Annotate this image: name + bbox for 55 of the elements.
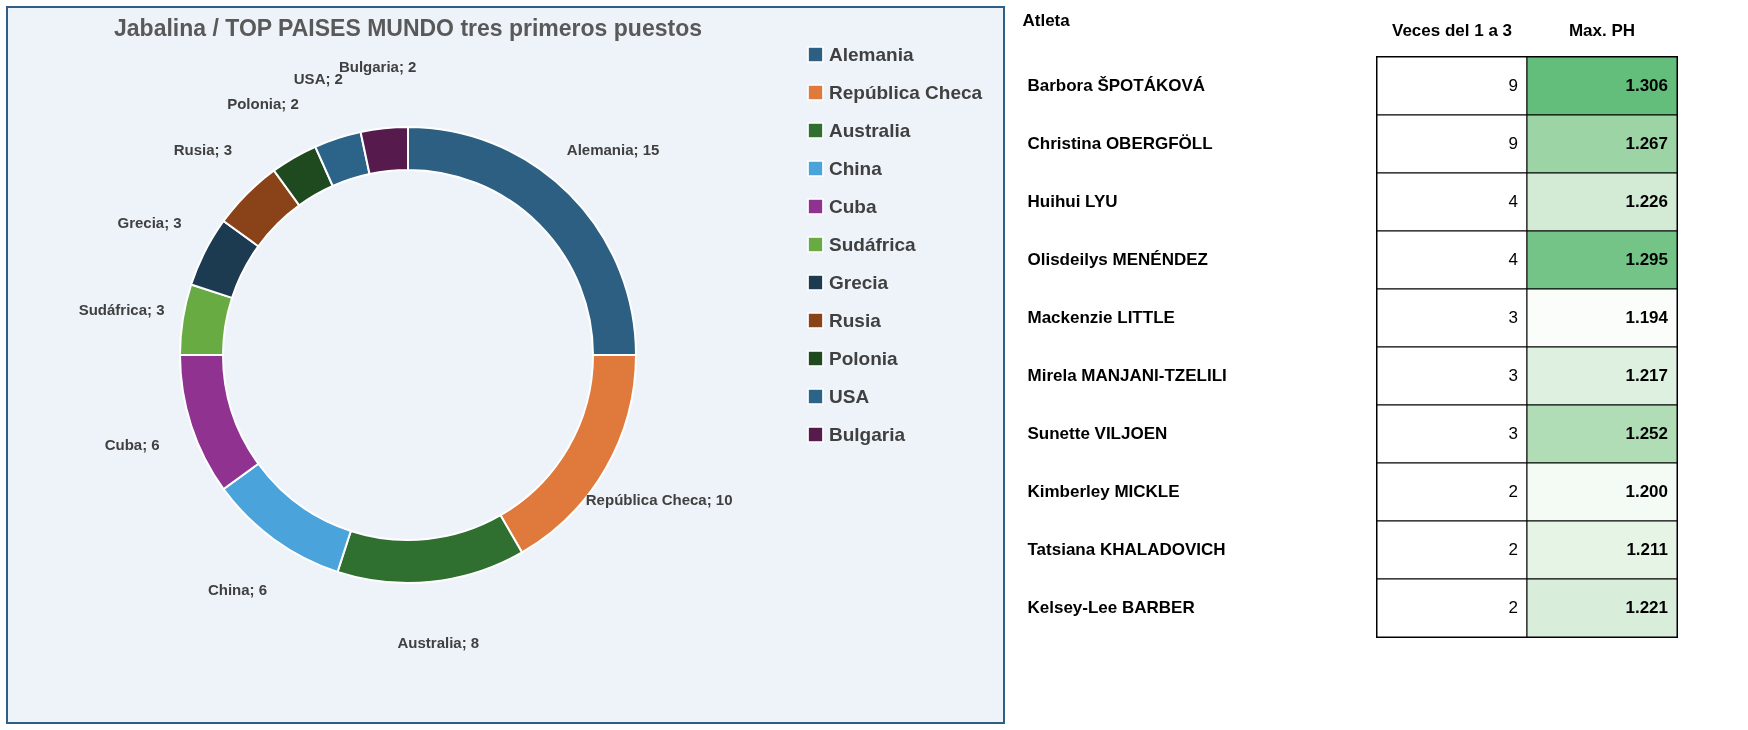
x-tick-label: Max. PH xyxy=(1568,20,1636,40)
legend-label: Bulgaria xyxy=(829,423,906,445)
y-tick-label: Sunette VILJOEN xyxy=(1027,424,1168,443)
data-label: 4 xyxy=(1508,250,1518,269)
data-label: Rusia; 3 xyxy=(173,140,233,158)
y-tick-label: Tatsiana KHALADOVICH xyxy=(1027,540,1226,559)
data-label: China; 6 xyxy=(207,580,268,598)
y-tick-label: Huihui LYU xyxy=(1027,192,1118,211)
legend-label: República Checa xyxy=(829,81,983,103)
data-label: 3 xyxy=(1508,308,1518,327)
data-label: 3 xyxy=(1508,366,1518,385)
data-label: 2 xyxy=(1508,598,1518,617)
y-axis-title: Atleta xyxy=(1022,10,1071,30)
data-label: 1.221 xyxy=(1625,598,1668,617)
data-label: 9 xyxy=(1508,76,1518,95)
legend-label: Grecia xyxy=(829,271,889,293)
data-label: 1.226 xyxy=(1625,192,1668,211)
data-label: 1.217 xyxy=(1625,366,1668,385)
y-tick-label: Barbora ŠPOTÁKOVÁ xyxy=(1027,76,1206,95)
y-tick-label: Kelsey-Lee BARBER xyxy=(1027,598,1195,617)
data-label: 2 xyxy=(1508,540,1518,559)
legend-label: Rusia xyxy=(829,309,882,331)
legend-label: USA xyxy=(829,385,870,407)
x-tick-label: Veces del 1 a 3 xyxy=(1391,20,1513,40)
data-label: Bulgaria; 2 xyxy=(338,57,417,75)
y-tick-label: Mirela MANJANI-TZELILI xyxy=(1027,366,1227,385)
data-label: 3 xyxy=(1508,424,1518,443)
data-label: 9 xyxy=(1508,134,1518,153)
data-label: Cuba; 6 xyxy=(104,435,160,453)
data-label: Australia; 8 xyxy=(397,634,480,652)
data-label: 4 xyxy=(1508,192,1518,211)
data-label: 1.194 xyxy=(1625,308,1669,327)
data-label: 1.200 xyxy=(1625,482,1668,501)
y-tick-label: Mackenzie LITTLE xyxy=(1027,308,1175,327)
legend-label: Cuba xyxy=(829,195,877,217)
y-tick-label: Christina OBERGFÖLL xyxy=(1027,134,1213,153)
data-label: República Checa; 10 xyxy=(585,491,733,508)
legend-label: Australia xyxy=(829,119,911,141)
legend-label: China xyxy=(829,157,883,179)
data-label: 1.211 xyxy=(1626,540,1668,559)
chart-title: Jabalina / TOP PAISES MUNDO tres primeros puestos xyxy=(114,15,702,41)
data-label: 1.295 xyxy=(1625,250,1668,269)
legend-label: Sudáfrica xyxy=(829,233,917,255)
data-label: Polonia; 2 xyxy=(227,94,299,112)
data-label: 1.252 xyxy=(1625,424,1668,443)
data-label: 1.267 xyxy=(1625,134,1668,153)
legend-label: Polonia xyxy=(829,347,899,369)
y-tick-label: Olisdeilys MENÉNDEZ xyxy=(1027,250,1208,269)
data-label: 2 xyxy=(1508,482,1518,501)
data-label: Grecia; 3 xyxy=(117,214,182,232)
y-tick-label: Kimberley MICKLE xyxy=(1027,482,1180,501)
data-label: 1.306 xyxy=(1625,76,1668,95)
data-label: Alemania; 15 xyxy=(566,140,660,158)
legend-label: Alemania xyxy=(829,43,914,65)
data-label: Sudáfrica; 3 xyxy=(78,300,165,318)
